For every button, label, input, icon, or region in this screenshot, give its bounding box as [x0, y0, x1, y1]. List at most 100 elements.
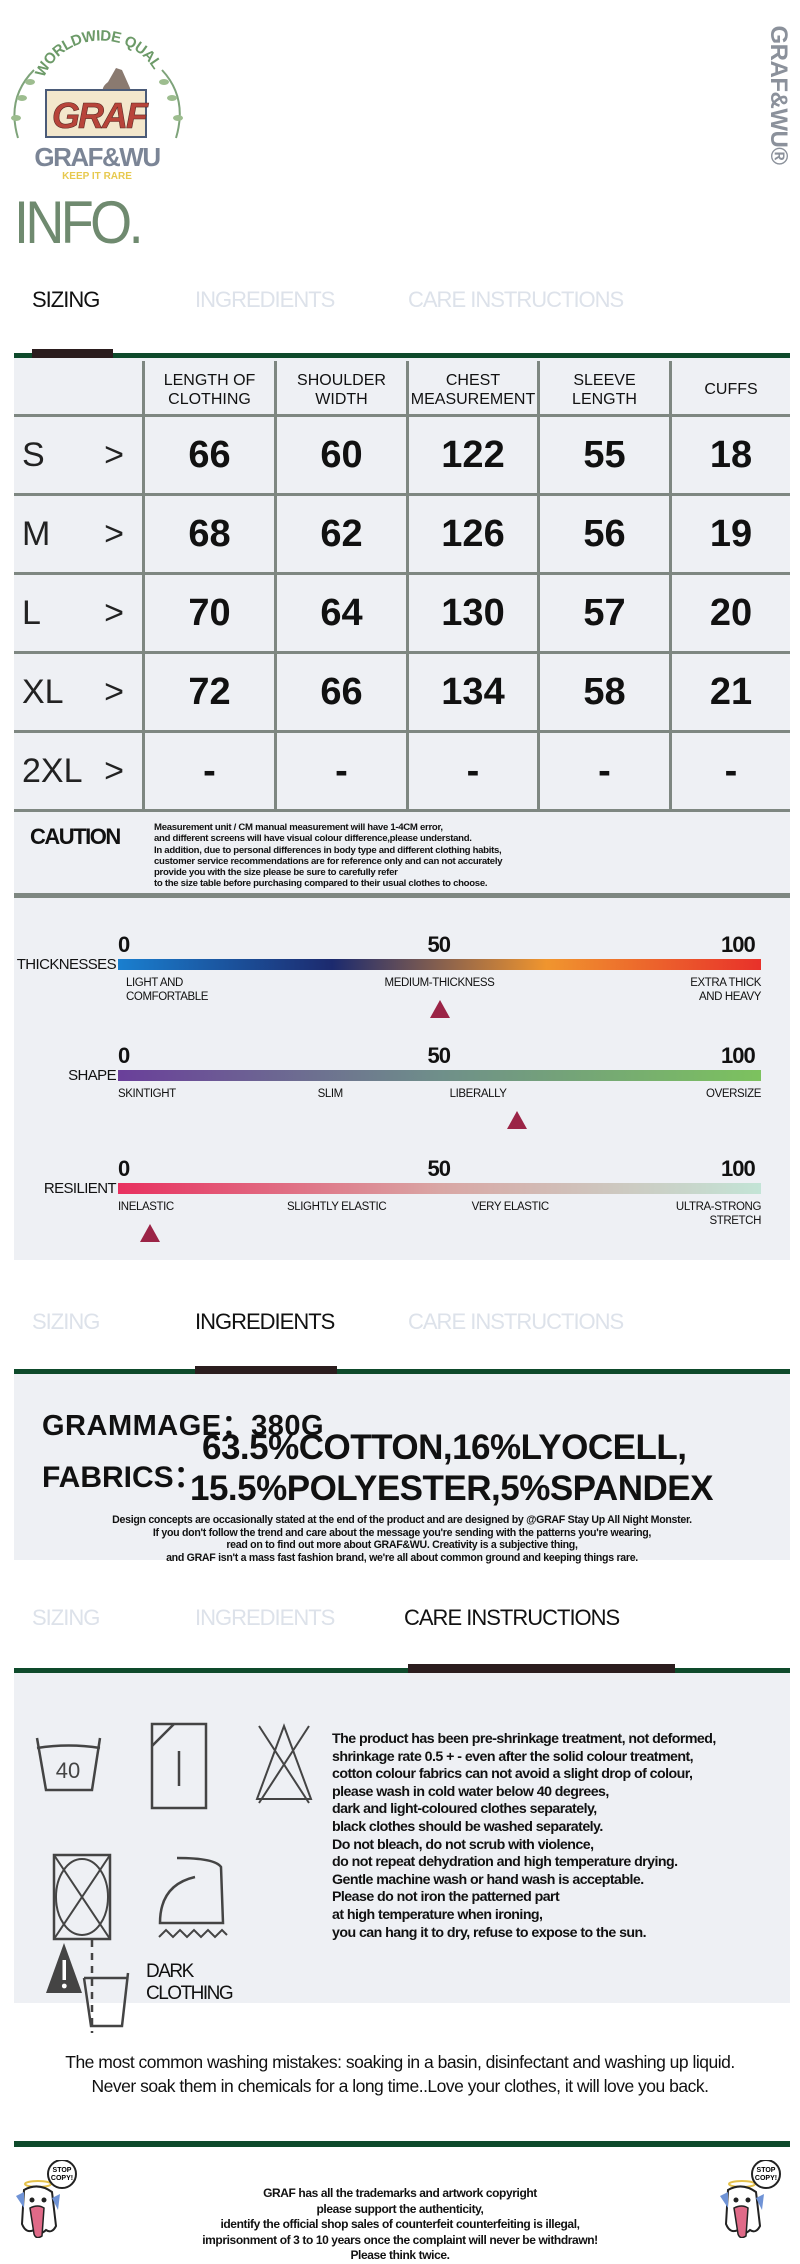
size-name: XL [22, 672, 64, 711]
size-value: 70 [145, 575, 277, 654]
svg-text:WORLDWIDE QUALITY: WORLDWIDE QUALITY [4, 8, 165, 80]
size-label: S > [14, 417, 145, 496]
section-divider [14, 1668, 790, 1673]
tab-ingredients[interactable]: INGREDIENTS [195, 1605, 335, 1630]
stop-copy-mascot-left: STOP COPY! [16, 2160, 77, 2238]
scale-caption: OVERSIZE [706, 1088, 761, 1100]
ingredients-panel: GRAMMAGE：380G FABRICS： 63.5%COTTON,16%LY… [14, 1374, 790, 1564]
care-line: shrinkage rate 0.5 + - even after the so… [332, 1748, 694, 1765]
scale-marker-icon [429, 1000, 450, 1018]
scale-caption: VERY ELASTIC [471, 1201, 550, 1213]
size-value: 19 [672, 496, 790, 575]
tab-care-instructions[interactable]: CARE INSTRUCTIONS [408, 287, 624, 312]
caution-note: CAUTION Measurement unit / CM manual mea… [14, 816, 790, 898]
svg-text:40: 40 [56, 1758, 80, 1783]
section-divider [14, 1369, 790, 1374]
size-arrow-icon: > [104, 751, 124, 790]
care-panel: 40 DARK CLOTHING The product has been pre… [14, 1673, 790, 2033]
care-line: cotton colour fabrics can not avoid a sl… [332, 1766, 693, 1783]
size-label: M > [14, 496, 145, 575]
no-dryclean-icon [52, 1853, 112, 1941]
size-label: L > [14, 575, 145, 654]
caution-text: Measurement unit / CM manual measurement… [154, 822, 503, 890]
column-header: SLEEVE LENGTH [540, 361, 672, 417]
footer-divider [14, 2141, 790, 2147]
size-arrow-icon: > [104, 514, 124, 553]
care-line: you can hang it to dry, refuse to expose… [332, 1924, 647, 1941]
design-statement: Design concepts are occasionally stated … [112, 1514, 692, 1564]
svg-text:STOP: STOP [53, 2167, 72, 2174]
size-value: 21 [672, 654, 790, 733]
scale-label: THICKNESSES [16, 956, 117, 973]
size-arrow-icon: > [104, 593, 124, 632]
care-line: Please do not iron the patterned part [332, 1889, 560, 1906]
logo-box-text: GRAF [52, 95, 149, 136]
page-title: INFO. [14, 189, 144, 256]
scale-label: RESILIENT [43, 1180, 117, 1197]
size-value: 60 [277, 417, 409, 496]
tab-sizing[interactable]: SIZING [32, 287, 100, 312]
size-name: M [22, 514, 51, 553]
scale-caption: ULTRA-STRONG STRETCH [675, 1201, 761, 1227]
care-line: Gentle machine wash or hand wash is acce… [332, 1871, 644, 1888]
size-value: 58 [540, 654, 672, 733]
size-value: 62 [277, 496, 409, 575]
care-instructions-text: The product has been pre-shrinkage treat… [332, 1731, 716, 1942]
size-value: - [145, 733, 277, 812]
scale-tick-label: 100 [721, 1043, 756, 1068]
care-line: black clothes should be washed separatel… [332, 1818, 603, 1835]
size-name: 2XL [22, 751, 83, 790]
svg-text:COPY!: COPY! [755, 2175, 777, 2182]
grammage: GRAMMAGE：380G [42, 1410, 325, 1442]
scale-tick-label: 50 [427, 1156, 452, 1181]
tab-ingredients[interactable]: INGREDIENTS [195, 287, 335, 312]
size-label: XL > [14, 654, 145, 733]
size-value: 130 [409, 575, 540, 654]
scale-caption: INELASTIC [118, 1201, 174, 1213]
brand-logo: WORLDWIDE QUALITY GRAF GRAF&WU KEEP IT R… [4, 8, 183, 180]
size-value: 57 [540, 575, 672, 654]
tab-bar-sizing: SIZING INGREDIENTS CARE INSTRUCTIONS [0, 287, 800, 317]
size-value: 66 [145, 417, 277, 496]
fabrics-label: FABRICS： [42, 1461, 204, 1494]
scale-marker-icon [506, 1111, 527, 1129]
tab-bar-ingredients: SIZING INGREDIENTS CARE INSTRUCTIONS [0, 1309, 800, 1339]
scale-gradient-bar [118, 1183, 761, 1194]
scale-gradient-bar [118, 1070, 761, 1081]
tab-sizing[interactable]: SIZING [32, 1309, 100, 1334]
vertical-brand-mark: GRAF&WU® [765, 25, 792, 165]
tab-care-instructions[interactable]: CARE INSTRUCTIONS [408, 1309, 624, 1334]
size-value: 56 [540, 496, 672, 575]
table-corner [14, 361, 145, 417]
scale-caption: SLIM [317, 1088, 344, 1100]
size-value: 122 [409, 417, 540, 496]
column-header: SHOULDER WIDTH [277, 361, 409, 417]
column-header: CUFFS [672, 361, 790, 417]
svg-text:COPY!: COPY! [51, 2175, 73, 2182]
care-line: do not repeat dehydration and high tempe… [332, 1854, 678, 1871]
care-line: please wash in cold water below 40 degre… [332, 1783, 609, 1800]
scale-tick-label: 50 [427, 932, 452, 957]
scale-caption: SLIGHTLY ELASTIC [286, 1201, 387, 1213]
size-value: 134 [409, 654, 540, 733]
scale-caption: SKINTIGHT [118, 1088, 176, 1100]
tab-sizing[interactable]: SIZING [32, 1605, 100, 1630]
stop-copy-mascot-right: STOP COPY! [720, 2160, 781, 2238]
copyright-notice: GRAF has all the trademarks and artwork … [202, 2186, 598, 2262]
scale-tick-label: 100 [721, 1156, 756, 1181]
tab-care-instructions[interactable]: CARE INSTRUCTIONS [404, 1605, 620, 1630]
scale-tick-label: 50 [427, 1043, 452, 1068]
size-arrow-icon: > [104, 435, 124, 474]
care-line: Do not bleach, do not scrub with violenc… [332, 1836, 594, 1853]
caution-title: CAUTION [30, 824, 121, 849]
scale-label: SHAPE [68, 1067, 116, 1084]
section-divider [14, 353, 790, 358]
size-value: 55 [540, 417, 672, 496]
tab-ingredients[interactable]: INGREDIENTS [195, 1309, 335, 1334]
size-value: - [409, 733, 540, 812]
size-value: 18 [672, 417, 790, 496]
size-label: 2XL > [14, 733, 145, 812]
size-value: 68 [145, 496, 277, 575]
size-name: S [22, 435, 45, 474]
size-value: 126 [409, 496, 540, 575]
